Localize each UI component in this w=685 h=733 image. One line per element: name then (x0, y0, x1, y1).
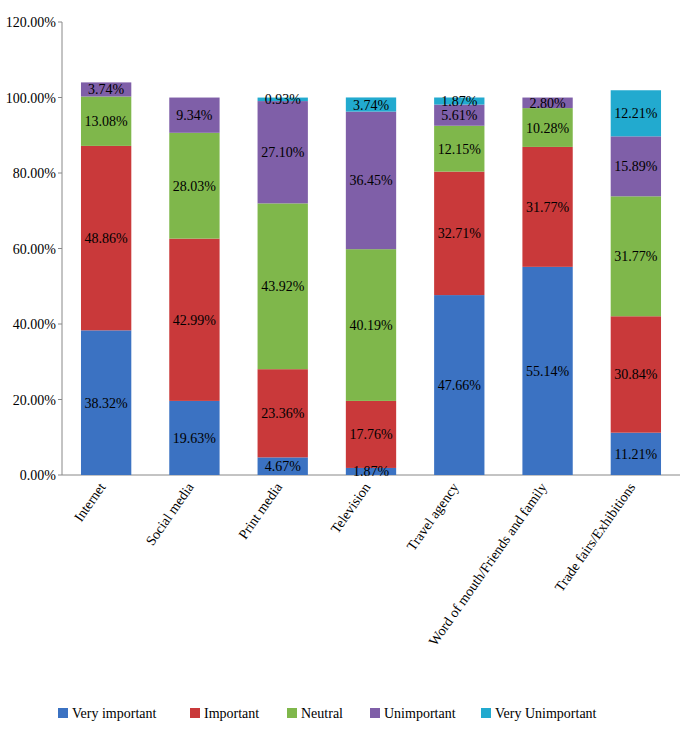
bar-segment (346, 112, 396, 250)
category-label: Print media (236, 479, 286, 541)
tick-mark (58, 248, 62, 249)
tick-label: 80.00% (13, 166, 57, 181)
y-axis (62, 22, 63, 475)
category-label: Word of mouth/Friends and family (426, 480, 550, 648)
data-label: 32.71% (438, 226, 482, 241)
bar-segment (169, 239, 219, 401)
bar-segment (611, 196, 661, 316)
bar-segment (81, 330, 131, 475)
tick-mark (58, 97, 62, 98)
data-label: 4.67% (265, 459, 302, 474)
data-label: 12.15% (438, 142, 482, 157)
data-label: 0.93% (265, 92, 302, 107)
category-label: Internet (71, 480, 108, 524)
data-label: 40.19% (349, 318, 393, 333)
data-label: 1.87% (441, 94, 478, 109)
data-label: 13.08% (85, 114, 129, 129)
bar-segment (169, 133, 219, 239)
bar-segment (611, 90, 661, 136)
legend-swatch (190, 708, 200, 718)
data-label: 1.87% (353, 464, 390, 479)
data-label: 11.21% (615, 447, 658, 462)
data-label: 43.92% (261, 279, 305, 294)
bar-segment (258, 457, 308, 475)
bar-segment (346, 401, 396, 468)
bar-segment (611, 136, 661, 196)
bar-segment (81, 97, 131, 146)
bar-segment (611, 316, 661, 432)
data-label: 28.03% (173, 179, 217, 194)
bar-segment (169, 98, 219, 133)
tick-label: 120.00% (6, 15, 57, 30)
category-label: Social media (143, 479, 197, 548)
tick-label: 40.00% (13, 317, 57, 332)
data-label: 47.66% (438, 378, 482, 393)
tick-mark (58, 399, 62, 400)
category-label: Television (328, 480, 374, 536)
data-label: 10.28% (526, 121, 570, 136)
data-label: 38.32% (85, 396, 129, 411)
bar-segment (258, 369, 308, 457)
legend-label: Neutral (301, 706, 343, 721)
tick-label: 60.00% (13, 242, 57, 257)
bar-segment (258, 203, 308, 369)
data-label: 27.10% (261, 145, 305, 160)
category-label: Trade fairs/Exhibitions (552, 480, 638, 594)
legend-swatch (481, 708, 491, 718)
bars (81, 82, 661, 475)
data-label: 31.77% (614, 249, 658, 264)
tick-label: 20.00% (13, 393, 57, 408)
bar-segment (522, 147, 572, 267)
data-label: 48.86% (85, 231, 129, 246)
bar-segment (522, 267, 572, 475)
legend-label: Unimportant (384, 706, 456, 721)
category-label: Travel agency (404, 480, 462, 553)
data-label: 9.34% (176, 108, 213, 123)
bar-segment (434, 172, 484, 295)
data-label: 23.36% (261, 406, 305, 421)
bar-segment (522, 108, 572, 147)
data-label: 15.89% (614, 159, 658, 174)
tick-mark (58, 324, 62, 325)
bar-segment (346, 249, 396, 401)
data-label: 3.74% (353, 98, 390, 113)
tick-mark (58, 173, 62, 174)
bar-segment (169, 401, 219, 475)
chart: 0.00% 20.00% 40.00% 60.00% 80.00% 100.00% 120.… (0, 0, 685, 733)
legend-swatch (58, 708, 68, 718)
data-label: 36.45% (349, 173, 393, 188)
bar-segment (346, 97, 396, 111)
bar-segment (81, 82, 131, 96)
data-label: 2.80% (529, 96, 566, 111)
bar-segment (434, 295, 484, 475)
data-label: 12.21% (614, 106, 658, 121)
data-label: 3.74% (88, 82, 125, 97)
data-label: 5.61% (441, 108, 478, 123)
legend-swatch (287, 708, 297, 718)
data-label: 31.77% (526, 200, 570, 215)
bar-segment (611, 433, 661, 475)
bar-segment (81, 146, 131, 330)
tick-label: 100.00% (6, 91, 57, 106)
data-label: 42.99% (173, 313, 217, 328)
data-label: 55.14% (526, 364, 570, 379)
bar-segment (434, 126, 484, 172)
legend-label: Very important (72, 706, 156, 721)
tick-mark (58, 475, 62, 476)
bar-segment (258, 101, 308, 203)
tick-label: 0.00% (20, 468, 57, 483)
legend: Very important Important Neutral Unimportan… (58, 706, 597, 721)
legend-label: Important (204, 706, 259, 721)
tick-mark (58, 22, 62, 23)
data-label: 19.63% (173, 431, 217, 446)
legend-label: Very Unimportant (495, 706, 597, 721)
legend-swatch (370, 708, 380, 718)
data-label: 17.76% (349, 427, 393, 442)
data-label: 30.84% (614, 367, 658, 382)
